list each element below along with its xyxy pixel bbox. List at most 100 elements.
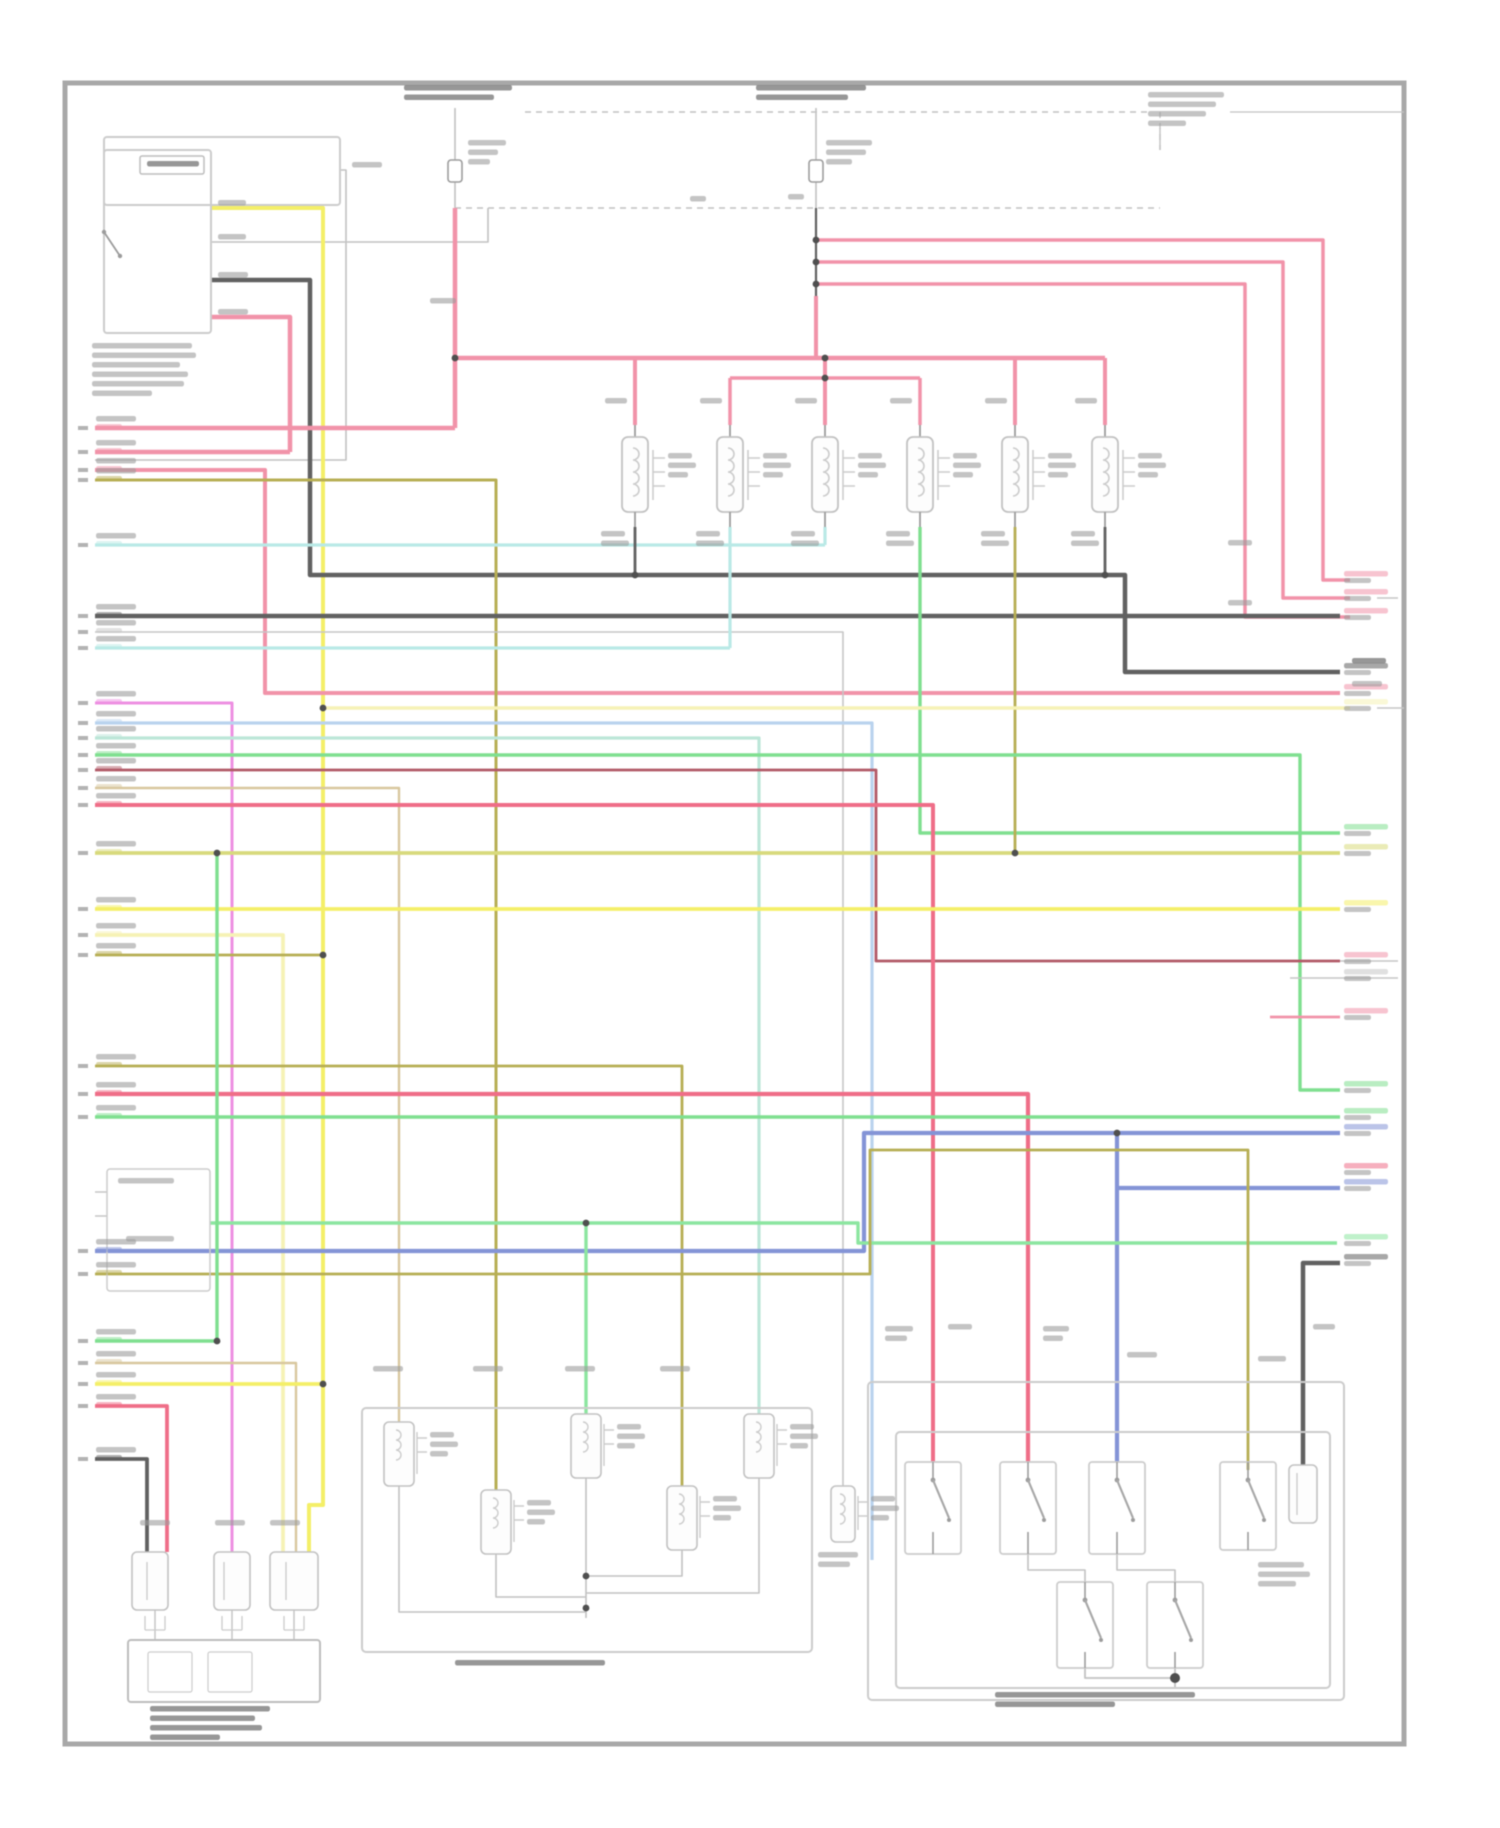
wire-gray2 xyxy=(398,1486,586,1613)
terminal-tint-left xyxy=(96,951,122,956)
junction-dot xyxy=(319,951,327,959)
wire-gray2 xyxy=(95,169,347,461)
terminal-tint-left xyxy=(96,1359,122,1364)
solenoid-label xyxy=(790,1433,818,1439)
label-text xyxy=(215,1520,245,1526)
solenoid-label xyxy=(430,1451,448,1457)
pin-tick-left xyxy=(78,614,88,618)
injector-connector-icon xyxy=(747,450,760,500)
pin-tick-left xyxy=(78,1404,88,1408)
diagram-frame xyxy=(62,80,1407,1747)
terminal-tint-left xyxy=(96,1270,122,1275)
terminal-tint-left xyxy=(96,699,122,704)
solenoid-coil-icon xyxy=(678,1493,685,1525)
terminal-tint-left xyxy=(96,784,122,789)
label-text xyxy=(150,1715,255,1721)
label-text xyxy=(826,159,852,165)
label-text xyxy=(660,1366,690,1372)
wire-green2 xyxy=(210,1221,1337,1245)
wire-pink xyxy=(816,238,1350,582)
wire-pink xyxy=(816,260,1350,600)
label-text xyxy=(118,1178,174,1184)
wire-gray2 xyxy=(1027,1554,1086,1582)
injector-label xyxy=(1048,472,1068,478)
label-text xyxy=(1148,111,1206,117)
wire-dkgray xyxy=(211,277,1340,675)
fuse-left-icon xyxy=(447,159,463,183)
terminal-tint-left xyxy=(96,849,122,854)
terminal-tint-left xyxy=(96,1337,122,1342)
terminal-tint-left xyxy=(96,612,122,617)
terminal-tint-right xyxy=(1344,844,1388,850)
wire-gray2 xyxy=(1116,1554,1176,1582)
junction-dot xyxy=(451,354,459,362)
solenoid-label xyxy=(871,1496,895,1502)
module-id-box xyxy=(139,155,205,175)
solenoid-label xyxy=(527,1500,551,1506)
terminal-tint-left xyxy=(96,1247,122,1252)
terminal-tint-right xyxy=(1344,663,1388,669)
terminal-label-right xyxy=(1344,1131,1371,1136)
wire-gray2 xyxy=(586,1550,683,1577)
injector-label xyxy=(1048,462,1076,468)
injector-label xyxy=(668,453,692,459)
pin-tick-left xyxy=(78,953,88,957)
terminal-label-right xyxy=(1344,1015,1371,1020)
pin-tick-left xyxy=(78,768,88,772)
switch-blade-icon xyxy=(1173,1599,1193,1639)
injector-coil-icon xyxy=(727,447,735,497)
wire-green xyxy=(95,753,1340,1092)
injector-top-label xyxy=(795,398,817,404)
cluster-box xyxy=(127,1639,321,1703)
wire-magenta xyxy=(95,701,234,1552)
terminal-label-right xyxy=(1344,1088,1371,1093)
pin-tick-left xyxy=(78,426,88,430)
terminal-tint-left xyxy=(96,1380,122,1385)
wire-tan xyxy=(95,1361,298,1552)
terminal-tint-left xyxy=(96,1402,122,1407)
terminal-tint-right xyxy=(1344,699,1388,705)
terminal-tint-left xyxy=(96,801,122,806)
wire-paleyellow xyxy=(95,933,285,1552)
left-connector-box xyxy=(106,1168,211,1292)
terminal-label-right xyxy=(1344,976,1371,981)
label-text xyxy=(1228,600,1252,606)
junction-dot xyxy=(319,704,327,712)
pin-tick-left xyxy=(78,1361,88,1365)
label-text xyxy=(1258,1571,1310,1577)
label-text xyxy=(1228,540,1252,546)
label-text xyxy=(995,1701,1115,1707)
terminal-label-left xyxy=(96,711,136,717)
wire-gray2 xyxy=(211,208,489,243)
solenoid-body xyxy=(743,1413,775,1479)
switch-contact xyxy=(1262,1518,1266,1522)
injector-label xyxy=(763,462,791,468)
terminal-tint-right xyxy=(1344,571,1388,577)
label-text xyxy=(455,1660,605,1666)
label-text xyxy=(352,162,382,168)
junction-dot xyxy=(812,258,820,266)
injector-connector-icon xyxy=(842,450,855,500)
module-switch-contact xyxy=(101,229,107,235)
injector-bottom-label xyxy=(696,540,724,546)
terminal-tint-left xyxy=(96,1062,122,1067)
injector-top-label xyxy=(700,398,722,404)
label-text xyxy=(218,272,248,278)
wire-pink xyxy=(211,314,293,452)
solenoid-label xyxy=(713,1505,741,1511)
injector-label xyxy=(1138,462,1166,468)
terminal-label-right xyxy=(1344,1170,1371,1175)
label-text xyxy=(404,94,494,100)
junction-dot xyxy=(812,236,820,244)
terminal-tint-right xyxy=(1344,1108,1388,1114)
label-text xyxy=(150,1725,262,1731)
terminal-label-left xyxy=(96,841,136,847)
wire-tan xyxy=(95,786,401,1422)
transmission-box xyxy=(361,1407,813,1653)
label-text xyxy=(756,94,848,100)
label-text xyxy=(1127,1352,1157,1358)
label-text xyxy=(948,1324,972,1330)
terminal-label-left xyxy=(96,1262,136,1268)
solenoid-coil-icon xyxy=(395,1429,402,1461)
